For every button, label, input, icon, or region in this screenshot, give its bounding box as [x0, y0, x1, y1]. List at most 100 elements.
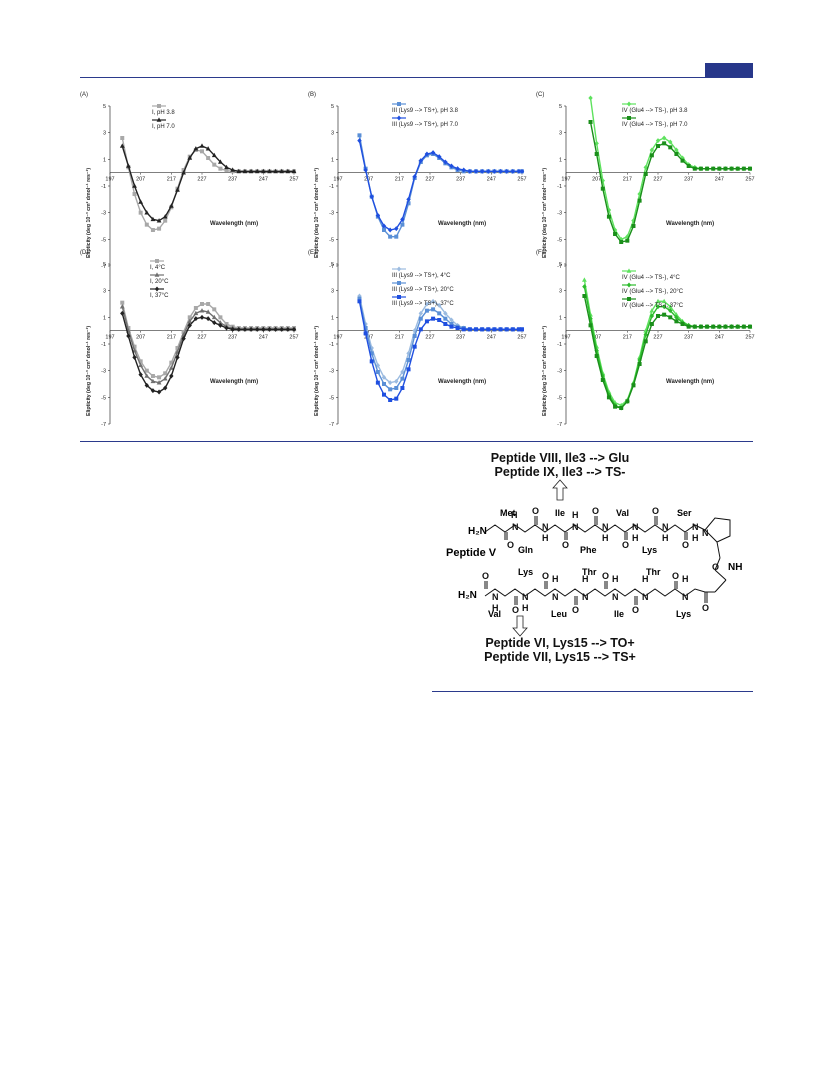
y-tick-label: 5	[559, 104, 562, 110]
data-point	[741, 166, 746, 171]
svg-text:H: H	[582, 574, 589, 584]
data-point	[735, 166, 740, 171]
legend: I, 4°C I, 20°C I, 37°C	[150, 258, 168, 300]
data-point	[662, 312, 667, 317]
legend-label: III (Lys9 --> TS+), 20°C	[392, 287, 454, 293]
x-tick-label: 227	[653, 177, 662, 183]
x-tick-label: 207	[136, 335, 145, 341]
data-point	[437, 302, 442, 308]
x-tick-label: 197	[561, 177, 570, 183]
data-point	[400, 386, 405, 390]
legend-label: I, pH 7.0	[152, 124, 175, 130]
data-point	[230, 167, 236, 172]
legend-swatch	[392, 266, 406, 272]
legend-marker	[397, 295, 401, 299]
panel-label: (D)	[80, 250, 89, 256]
legend-swatch	[622, 101, 636, 107]
svg-text:N: N	[582, 592, 589, 602]
y-tick-label: -7	[557, 422, 562, 428]
data-point	[388, 234, 393, 239]
data-point	[717, 166, 722, 171]
data-point	[661, 298, 667, 304]
legend-swatch	[392, 115, 406, 121]
data-point	[211, 152, 217, 158]
data-point	[516, 327, 521, 332]
data-point	[412, 344, 417, 349]
data-point	[120, 310, 125, 316]
x-tick-label: 237	[684, 335, 693, 341]
data-point	[150, 216, 156, 222]
data-point	[224, 164, 229, 170]
legend-item: I, 20°C	[150, 272, 168, 286]
data-point	[606, 207, 612, 213]
data-point	[631, 224, 636, 228]
data-point	[144, 210, 150, 215]
x-tick-label: 197	[333, 335, 342, 341]
residue-lys-b: Lys	[676, 609, 692, 619]
y-tick-label: -7	[557, 264, 562, 270]
legend-swatch	[150, 272, 164, 277]
y-tick-label: -3	[329, 211, 334, 217]
data-point	[510, 327, 515, 332]
data-point	[267, 168, 272, 174]
data-point	[119, 143, 125, 148]
svg-text:N: N	[662, 522, 669, 532]
svg-text:H: H	[602, 533, 609, 543]
x-tick-label: 257	[745, 177, 754, 183]
legend-marker	[396, 266, 402, 272]
legend-label: I, pH 3.8	[152, 110, 175, 116]
y-axis-label: Elipticity (deg 10⁻³ cm² dmol⁻¹ res⁻¹)	[86, 167, 92, 258]
data-point	[492, 327, 497, 332]
x-tick-label: 227	[653, 335, 662, 341]
data-point	[163, 218, 168, 223]
data-point	[144, 373, 150, 378]
data-point	[138, 362, 144, 368]
section-rule	[80, 441, 753, 442]
legend-label: I, 20°C	[150, 279, 169, 285]
data-point	[467, 327, 472, 332]
data-point	[498, 327, 503, 332]
data-point	[126, 163, 131, 168]
svg-text:N: N	[692, 522, 699, 532]
x-tick-label: 207	[592, 335, 601, 341]
svg-text:N: N	[642, 592, 649, 602]
data-point	[625, 238, 630, 243]
x-tick-label: 227	[425, 335, 434, 341]
x-tick-label: 197	[561, 335, 570, 341]
svg-text:H: H	[492, 603, 499, 613]
legend: I, pH 3.8 I, pH 7.0	[152, 103, 175, 131]
legend-item: III (Lys9 --> TS+), 20°C	[392, 280, 454, 294]
y-tick-label: -1	[557, 342, 562, 348]
data-point	[412, 334, 417, 338]
svg-text:N: N	[572, 522, 579, 532]
data-point	[369, 194, 374, 200]
structure-bottom-2: Peptide VII, Lys15 --> TS+	[484, 650, 636, 664]
data-point	[705, 324, 710, 329]
legend-item: IV (Glu4 --> TS-), pH 7.0	[622, 115, 687, 129]
data-point	[606, 214, 611, 219]
data-point	[637, 198, 642, 203]
series-line	[358, 301, 522, 401]
data-point	[199, 314, 205, 320]
data-point	[655, 138, 661, 144]
residue-phe: Phe	[580, 545, 597, 555]
data-point	[637, 362, 642, 366]
data-point	[406, 358, 411, 362]
series-line	[358, 140, 522, 231]
data-point	[449, 317, 454, 323]
data-point	[400, 369, 405, 375]
data-point	[437, 318, 442, 322]
svg-text:O: O	[602, 571, 609, 581]
data-point	[357, 133, 362, 138]
x-axis-label: Wavelength (nm)	[438, 221, 487, 228]
data-point	[381, 223, 387, 229]
data-point	[382, 392, 386, 397]
data-point	[181, 336, 186, 342]
legend-label: III (Lys9 --> TS+), pH 7.0	[392, 122, 459, 128]
data-point	[156, 389, 162, 395]
svg-text:O: O	[622, 540, 629, 550]
y-tick-label: 1	[331, 157, 334, 163]
data-point	[363, 326, 368, 330]
data-point	[643, 172, 648, 176]
data-point	[619, 240, 624, 244]
